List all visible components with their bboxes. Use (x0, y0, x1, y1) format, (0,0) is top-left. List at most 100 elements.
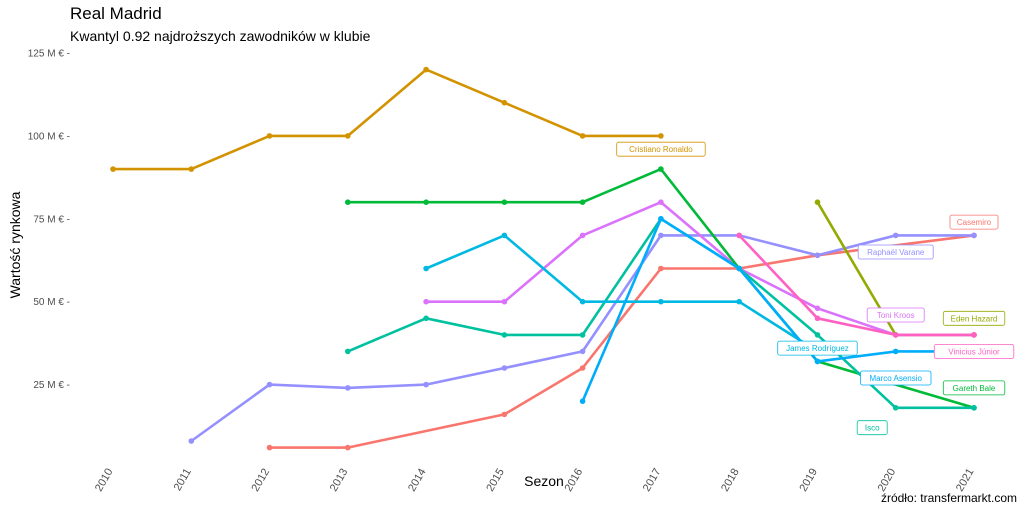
data-point (971, 232, 977, 239)
data-point (658, 199, 664, 205)
series-label-box (866, 307, 925, 323)
series-line (424, 200, 976, 337)
data-point (814, 315, 821, 322)
series-line (111, 68, 663, 171)
data-point (266, 444, 273, 451)
data-point (266, 133, 273, 139)
x-tick-label: 2012 (250, 467, 273, 494)
data-point (423, 298, 429, 305)
series-label-text: James Rodríguez (786, 344, 849, 353)
series-labels: Cristiano Ronaldo Casemiro Raphaël Varane E… (616, 141, 1015, 436)
data-point (345, 133, 351, 139)
data-point (814, 305, 821, 312)
data-point (423, 315, 429, 322)
data-point (579, 348, 586, 355)
data-point (423, 199, 429, 205)
data-point (579, 133, 586, 139)
data-point (110, 166, 116, 172)
data-point (971, 405, 977, 411)
data-point (814, 332, 821, 338)
series-label-box (856, 420, 888, 436)
x-tick-label: 2020 (876, 467, 899, 494)
data-point (736, 232, 742, 239)
x-tick-label: 2016 (563, 467, 586, 494)
data-point (501, 298, 508, 305)
series-label-box (860, 370, 932, 386)
x-tick-label: 2021 (954, 467, 977, 494)
y-axis: 25 M € - 50 M € - 75 M € - 100 M € - 125 M €… (28, 49, 70, 392)
x-tick-label: 2011 (172, 467, 194, 493)
data-point (892, 348, 899, 355)
x-axis-title: Sezon (524, 473, 564, 489)
x-tick-label: 2014 (406, 467, 429, 494)
series-points (110, 66, 977, 451)
series-label: Gareth Bale (942, 380, 1006, 396)
series-label: Isco (856, 420, 888, 436)
data-point (814, 252, 821, 259)
data-point (892, 232, 899, 239)
series-label-box (857, 244, 934, 260)
data-point (266, 381, 273, 388)
series-label: Casemiro (949, 214, 999, 230)
y-tick-label: 125 M € - (28, 49, 70, 60)
source-caption: źródło: transfermarkt.com (880, 491, 1017, 505)
x-tick-label: 2010 (93, 467, 116, 494)
y-axis-title: Wartość rynkowa (7, 191, 23, 298)
data-point (423, 381, 429, 388)
data-point (892, 332, 899, 338)
data-point (579, 398, 586, 405)
data-point (814, 358, 821, 365)
series-label: Eden Hazard (942, 310, 1006, 326)
series-line (424, 234, 819, 353)
y-tick-label: 25 M € - (33, 380, 70, 391)
x-tick-label: 2017 (641, 467, 664, 494)
data-point (501, 411, 508, 418)
data-point (814, 199, 821, 205)
series-label: James Rodríguez (777, 340, 858, 356)
data-point (501, 332, 508, 338)
data-point (501, 199, 508, 205)
series-label-box (616, 141, 706, 157)
data-point (423, 66, 429, 73)
chart-subtitle: Kwantyl 0.92 najdroższych zawodników w k… (70, 28, 371, 44)
y-tick-label: 100 M € - (28, 131, 70, 142)
data-point (658, 298, 664, 305)
data-point (658, 265, 664, 272)
series-label-box (942, 310, 1006, 326)
data-point (579, 332, 586, 338)
series-label-text: Casemiro (957, 218, 992, 227)
data-point (345, 444, 351, 451)
data-point (736, 298, 742, 305)
data-point (501, 232, 508, 239)
data-point (345, 199, 351, 205)
data-point (579, 232, 586, 239)
data-point (971, 332, 977, 338)
series-label-text: Vinicius Júnior (948, 347, 1000, 356)
data-point (423, 265, 429, 272)
series-line (581, 217, 976, 403)
x-tick-label: 2015 (484, 467, 507, 494)
data-point (579, 298, 586, 305)
data-point (892, 405, 899, 411)
series-lines (111, 68, 976, 449)
series-label-text: Raphaël Varane (867, 248, 925, 257)
series-label-box (942, 380, 1006, 396)
data-point (188, 438, 195, 444)
data-point (188, 166, 195, 172)
data-point (345, 348, 351, 355)
series-label-text: Isco (865, 424, 880, 433)
series-label-text: Eden Hazard (951, 314, 998, 323)
series-line (268, 234, 976, 449)
series-label: Marco Asensio (860, 370, 932, 386)
series-label-text: Toni Kroos (877, 311, 915, 320)
series-label: Cristiano Ronaldo (616, 141, 706, 157)
data-point (345, 385, 351, 391)
chart-title: Real Madrid (70, 4, 162, 23)
series-label-box (777, 340, 858, 356)
series-label-box (933, 343, 1015, 359)
data-point (579, 365, 586, 371)
data-point (658, 133, 664, 139)
x-tick-label: 2019 (797, 467, 820, 494)
data-point (579, 199, 586, 205)
